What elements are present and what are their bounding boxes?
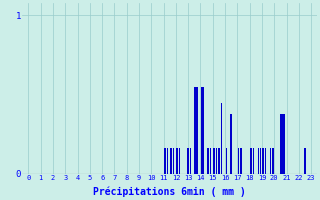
Bar xyxy=(202,87,204,174)
Bar xyxy=(230,114,232,174)
Bar xyxy=(281,114,282,174)
Bar xyxy=(190,148,191,174)
Bar xyxy=(258,148,259,174)
Bar xyxy=(272,148,274,174)
Bar xyxy=(240,148,242,174)
Bar xyxy=(260,148,261,174)
Bar xyxy=(196,87,197,174)
Bar xyxy=(164,148,166,174)
Bar xyxy=(170,148,172,174)
Bar xyxy=(280,114,281,174)
Bar xyxy=(226,148,227,174)
Bar xyxy=(216,148,217,174)
Bar xyxy=(194,87,195,174)
Bar xyxy=(265,148,266,174)
Bar xyxy=(213,148,215,174)
Bar xyxy=(218,148,220,174)
Bar xyxy=(201,87,203,174)
Bar xyxy=(282,114,284,174)
Bar xyxy=(207,148,209,174)
Bar xyxy=(250,148,252,174)
Bar xyxy=(262,148,264,174)
Bar xyxy=(270,148,271,174)
Bar xyxy=(167,148,168,174)
Bar xyxy=(176,148,178,174)
X-axis label: Précipitations 6min ( mm ): Précipitations 6min ( mm ) xyxy=(93,187,246,197)
Bar xyxy=(238,148,239,174)
Bar xyxy=(173,148,174,174)
Bar xyxy=(252,148,254,174)
Bar xyxy=(304,148,306,174)
Bar xyxy=(283,114,285,174)
Bar xyxy=(179,148,180,174)
Bar xyxy=(221,103,222,174)
Bar xyxy=(210,148,211,174)
Bar xyxy=(195,87,196,174)
Bar xyxy=(188,148,189,174)
